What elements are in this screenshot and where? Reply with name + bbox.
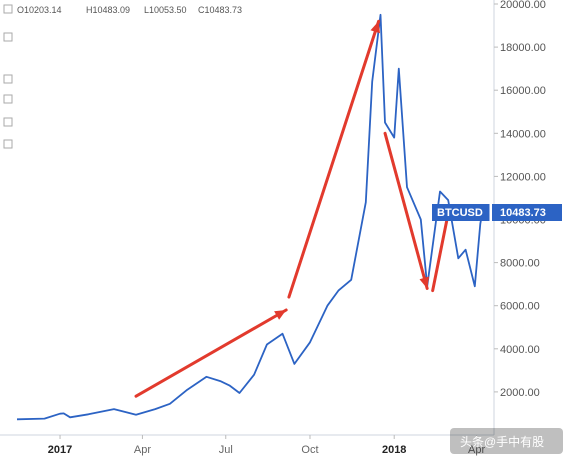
x-tick-label: 2017 <box>48 444 72 456</box>
x-tick-label: 2018 <box>382 444 406 456</box>
y-tick-labels: 2000.004000.006000.008000.0010000.001200… <box>494 0 546 399</box>
y-tick-label: 18000.00 <box>500 42 546 54</box>
indicator-toggle-icon[interactable] <box>3 94 13 104</box>
ohlc-high: H10483.09 <box>86 5 130 15</box>
price-tag-symbol-box <box>432 204 490 221</box>
indicator-toggle-icon[interactable] <box>3 32 13 42</box>
x-tick-labels: 2017 Apr Jul Oct 2018 Apr <box>48 435 485 456</box>
y-tick-label: 6000.00 <box>500 301 540 313</box>
indicator-toggle-icon[interactable] <box>3 74 13 84</box>
watermark-text: 头条@手中有股 <box>460 434 544 449</box>
y-tick-label: 2000.00 <box>500 387 540 399</box>
y-tick-label: 16000.00 <box>500 85 546 97</box>
x-tick-label: Apr <box>134 444 151 456</box>
x-tick-label: Jul <box>219 444 233 456</box>
y-tick-label: 14000.00 <box>500 128 546 140</box>
price-tag-value-box <box>492 204 562 221</box>
trend-arrow <box>287 19 381 299</box>
indicator-toggle-icon[interactable] <box>3 117 13 127</box>
price-tag-value: 10483.73 <box>500 207 546 219</box>
legend-toggle-icon[interactable] <box>3 4 13 14</box>
watermark: 头条@手中有股 <box>450 428 563 454</box>
price-tag-symbol: BTCUSD <box>437 207 483 219</box>
price-tag: BTCUSD 10483.73 <box>432 204 562 221</box>
y-tick-label: 20000.00 <box>500 0 546 11</box>
indicator-toggle-icon[interactable] <box>3 139 13 149</box>
annotation-arrows <box>134 19 452 398</box>
trend-arrow <box>383 131 430 290</box>
series-line <box>16 13 484 421</box>
ohlc-open: O10203.14 <box>17 5 62 15</box>
ohlc-close: C10483.73 <box>198 5 242 15</box>
x-tick-label: Apr <box>468 444 485 456</box>
trend-arrow <box>134 308 288 398</box>
series-layer <box>16 13 484 421</box>
x-tick-label: Oct <box>301 444 318 456</box>
y-tick-label: 12000.00 <box>500 171 546 183</box>
y-tick-label: 4000.00 <box>500 344 540 356</box>
y-tick-label: 8000.00 <box>500 258 540 270</box>
ohlc-low: L10053.50 <box>144 5 187 15</box>
